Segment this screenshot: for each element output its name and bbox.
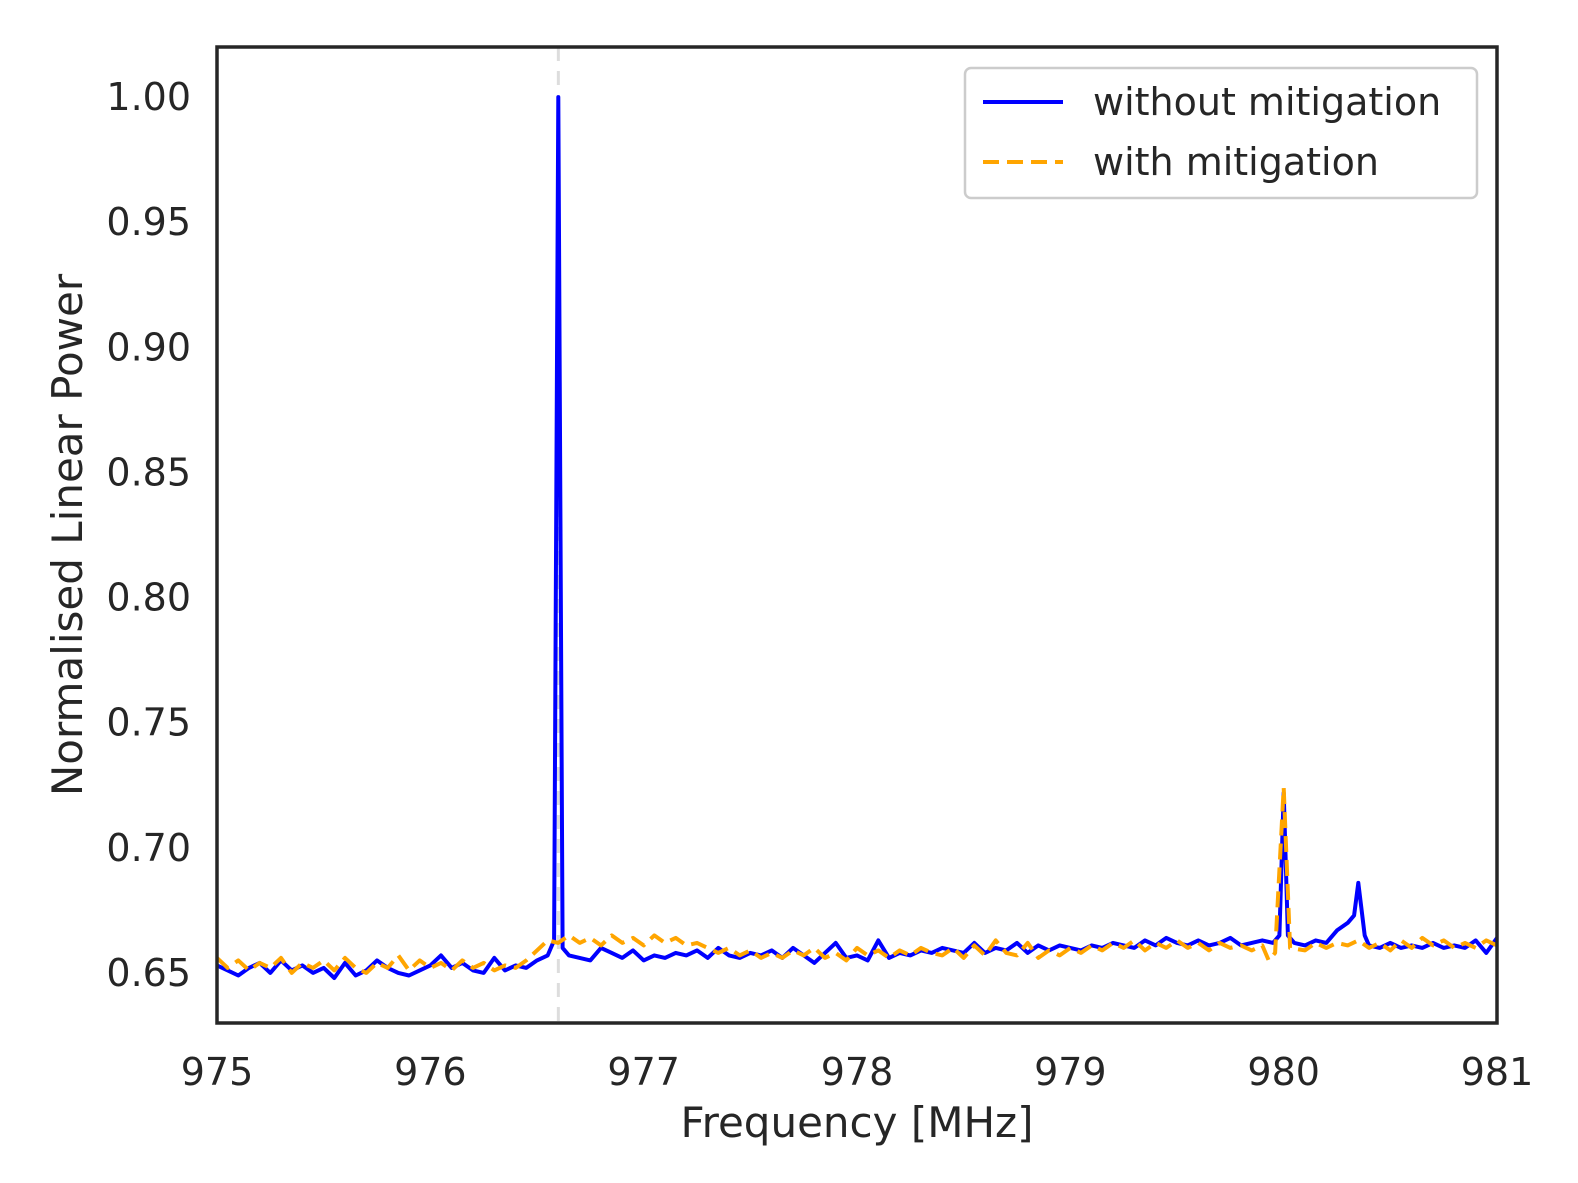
y-tick-label: 0.85 [106,450,191,494]
y-tick-label: 0.75 [106,701,191,745]
y-tick-label: 0.65 [106,951,191,995]
axes: 975 976 977 978 979 980 981 0.65 0.70 0.75 0.80 0.8… [106,45,1534,1094]
y-tick-label: 0.70 [106,826,191,870]
series-line-0 [217,95,1497,980]
x-tick-label: 979 [1034,1050,1107,1094]
y-tick-label: 0.95 [106,200,191,244]
legend-box [963,66,1479,200]
plot-area [217,47,1497,1023]
x-tick-label: 977 [607,1050,680,1094]
legend-label-0: without mitigation [1093,80,1441,124]
y-tick-label: 0.90 [106,325,191,369]
plot-frame [215,45,1499,1025]
x-tick-label: 976 [394,1050,467,1094]
legend: without mitigation with mitigation [963,66,1479,200]
x-tick-label: 980 [1247,1050,1320,1094]
series-group [217,95,1497,980]
x-tick-label: 978 [821,1050,894,1094]
legend-label-1: with mitigation [1093,140,1379,184]
x-tick-label: 975 [181,1050,254,1094]
x-axis-label: Frequency [MHz] [681,1098,1034,1147]
y-axis-label: Normalised Linear Power [43,273,92,796]
y-tick-label: 0.80 [106,576,191,620]
series-line-1 [217,785,1497,975]
x-tick-label: 981 [1461,1050,1534,1094]
y-tick-label: 1.00 [106,75,191,119]
